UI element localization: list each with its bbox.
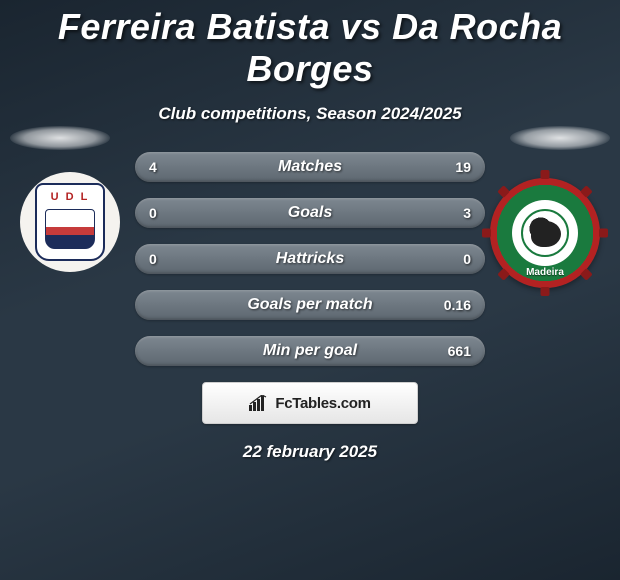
stats-bars: 4 Matches 19 0 Goals 3 0 Hattricks 0 Goa…	[135, 152, 485, 366]
stat-row-min-per-goal: Min per goal 661	[135, 336, 485, 366]
stat-value-left: 0	[149, 198, 157, 228]
stat-label: Matches	[278, 158, 342, 176]
team-crest-left-shield	[35, 183, 105, 261]
brand-watermark: FcTables.com	[202, 382, 418, 424]
stat-row-matches: 4 Matches 19	[135, 152, 485, 182]
lion-icon	[521, 209, 569, 257]
stat-label: Goals	[288, 204, 332, 222]
stat-label: Hattricks	[276, 250, 344, 268]
chart-bars-icon	[249, 395, 269, 411]
crest-shadow-left	[10, 126, 110, 150]
team-crest-right-center	[512, 200, 578, 266]
stat-label: Min per goal	[263, 342, 357, 360]
stat-value-right: 3	[463, 198, 471, 228]
stat-row-hattricks: 0 Hattricks 0	[135, 244, 485, 274]
stat-value-left: 0	[149, 244, 157, 274]
stat-value-right: 0.16	[444, 290, 471, 320]
stat-row-goals-per-match: Goals per match 0.16	[135, 290, 485, 320]
team-crest-right-label: Madeira	[490, 267, 600, 278]
page-subtitle: Club competitions, Season 2024/2025	[0, 104, 620, 124]
team-crest-left	[20, 172, 120, 272]
stat-value-left: 4	[149, 152, 157, 182]
brand-text: FcTables.com	[275, 395, 370, 412]
stat-row-goals: 0 Goals 3	[135, 198, 485, 228]
team-crest-right: Madeira	[490, 178, 600, 288]
stat-label: Goals per match	[247, 296, 372, 314]
stat-value-right: 19	[455, 152, 471, 182]
crest-shadow-right	[510, 126, 610, 150]
stat-value-right: 661	[448, 336, 471, 366]
footer-date: 22 february 2025	[0, 442, 620, 462]
page-title: Ferreira Batista vs Da Rocha Borges	[0, 0, 620, 90]
stat-value-right: 0	[463, 244, 471, 274]
